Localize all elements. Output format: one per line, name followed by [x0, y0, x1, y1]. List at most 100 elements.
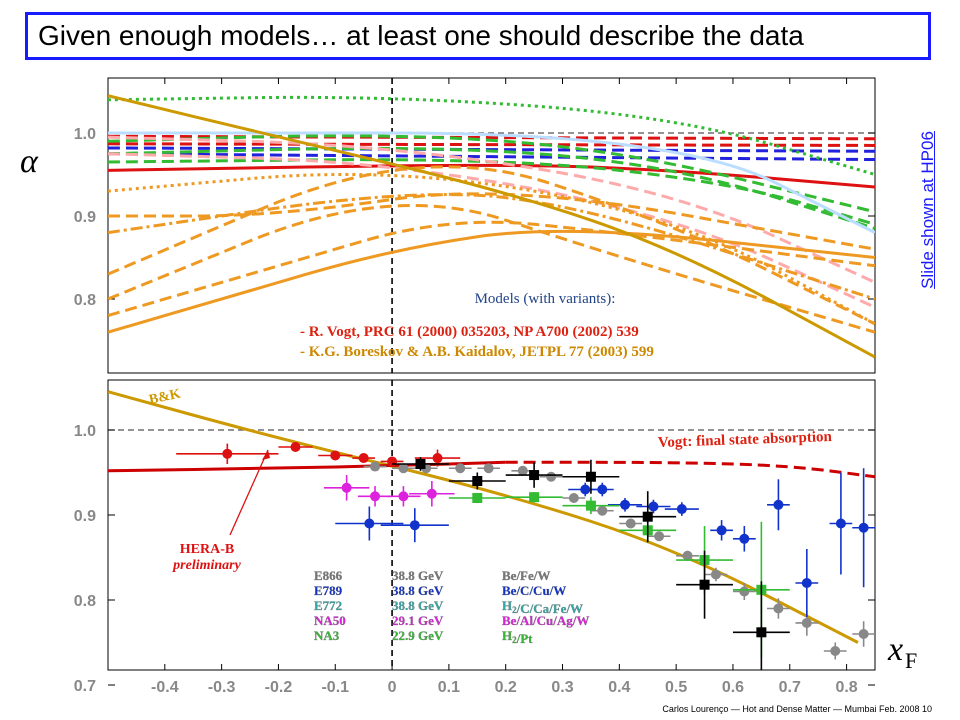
y-tick-label: 0.8 — [74, 593, 96, 610]
x-axis-label: x — [887, 631, 903, 668]
data-point-circle — [858, 522, 869, 533]
data-point-circle — [654, 531, 665, 542]
y-tick-label: 0.8 — [74, 292, 96, 309]
data-point-square — [529, 470, 540, 481]
legend-energy: 29.1 GeV — [392, 613, 444, 628]
legend-experiment: E866 — [314, 568, 343, 583]
data-point-square — [472, 493, 483, 503]
top-model-curve-1 — [108, 142, 875, 147]
x-tick-label: 0.6 — [722, 679, 744, 696]
data-point-circle — [580, 484, 591, 495]
data-point-square — [585, 500, 596, 511]
data-point-square — [756, 627, 767, 638]
legend-targets: Be/Al/Cu/Ag/W — [502, 613, 589, 628]
hera-b-pointer — [229, 449, 269, 536]
x-tick-label: 0.5 — [665, 679, 687, 696]
data-point-circle — [773, 603, 784, 614]
data-point-circle — [648, 501, 659, 512]
legend-experiment: E772 — [314, 598, 342, 613]
top-model-curve-12 — [108, 165, 875, 326]
top-model-curve-10 — [108, 152, 875, 309]
x-tick-label: -0.2 — [265, 679, 293, 696]
data-point-circle — [426, 488, 437, 499]
top-model-curve-15 — [108, 173, 875, 326]
slide-title: Given enough models… at least one should… — [25, 12, 931, 60]
data-point-circle — [398, 491, 409, 502]
x-tick-label: 0.1 — [438, 679, 460, 696]
data-point-circle — [620, 499, 631, 510]
bottom-model-curve-0 — [108, 390, 859, 644]
legend-targets: H2/Pt — [502, 628, 533, 646]
data-point-square — [699, 579, 710, 590]
data-point-circle — [710, 569, 721, 580]
x-tick-label: 0.8 — [835, 679, 857, 696]
models-title: Models (with variants): — [475, 291, 616, 307]
data-point-circle — [358, 453, 369, 464]
x-tick-label: -0.1 — [321, 679, 349, 696]
data-point-circle — [682, 550, 693, 561]
y-tick-label: 0.9 — [74, 508, 96, 525]
legend-experiment: NA3 — [314, 628, 340, 643]
curve-label-bk: B&K — [148, 387, 182, 408]
y-tick-label: 0.7 — [74, 678, 96, 695]
data-point-circle — [370, 461, 381, 472]
top-model-curve-2 — [108, 134, 875, 141]
x-tick-label: -0.4 — [151, 679, 179, 696]
bottom-model-curve-1 — [505, 460, 875, 479]
data-point-circle — [801, 617, 812, 628]
top-model-curve-13 — [108, 204, 875, 334]
data-point-circle — [835, 518, 846, 529]
data-point-circle — [625, 518, 636, 529]
y-tick-label: 0.9 — [74, 209, 96, 226]
top-model-curve-11 — [108, 131, 875, 234]
legend-energy: 38.8 GeV — [392, 583, 444, 598]
data-point-circle — [409, 520, 420, 531]
x-tick-label: 0.3 — [551, 679, 573, 696]
top-model-curve-18 — [108, 192, 875, 251]
x-tick-label: 0 — [388, 679, 397, 696]
data-point-circle — [830, 646, 841, 656]
data-point-circle — [517, 465, 528, 476]
top-model-curve-16 — [108, 229, 875, 334]
x-axis-label-sub: F — [905, 648, 917, 673]
data-point-circle — [568, 493, 579, 503]
data-point-circle — [716, 525, 727, 536]
data-point-circle — [739, 586, 750, 597]
hera-b-pointer-arrow — [262, 450, 270, 460]
data-point-square — [585, 471, 596, 482]
model-reference-1: - K.G. Boreskov & A.B. Kaidalov, JETPL 7… — [300, 344, 654, 360]
top-model-curve-9 — [108, 135, 875, 284]
legend-energy: 38.8 GeV — [392, 598, 444, 613]
top-model-curve-5 — [108, 95, 875, 176]
y-tick-label: 1.0 — [74, 126, 96, 143]
data-point-circle — [546, 471, 557, 482]
data-point-square — [472, 476, 483, 486]
data-point-circle — [676, 504, 687, 515]
data-point-circle — [773, 499, 784, 510]
data-point-circle — [341, 482, 352, 493]
bottom-panel-frame — [107, 379, 876, 671]
top-model-curve-17 — [108, 220, 875, 318]
data-point-circle — [387, 456, 398, 467]
x-tick-label: 0.7 — [779, 679, 801, 696]
top-model-curve-8 — [108, 158, 875, 226]
data-point-circle — [483, 463, 494, 474]
curve-label-vogt: Vogt: final state absorption — [658, 429, 833, 451]
data-point-circle — [432, 453, 443, 464]
legend-experiment: NA50 — [314, 613, 346, 628]
data-point-circle — [597, 484, 608, 495]
hera-b-label: HERA-B — [180, 542, 234, 557]
x-tick-label: 0.2 — [495, 679, 517, 696]
legend-energy: 38.8 GeV — [392, 568, 444, 583]
hera-b-sublabel: preliminary — [172, 558, 241, 573]
legend-energy: 22.9 GeV — [392, 628, 444, 643]
data-point-circle — [222, 448, 233, 459]
data-point-circle — [370, 491, 381, 502]
top-model-curve-0 — [108, 163, 875, 189]
data-point-circle — [330, 450, 341, 461]
x-tick-label: 0.4 — [608, 679, 630, 696]
data-point-square — [415, 459, 426, 469]
data-point-circle — [364, 518, 375, 529]
data-point-square — [529, 492, 540, 503]
